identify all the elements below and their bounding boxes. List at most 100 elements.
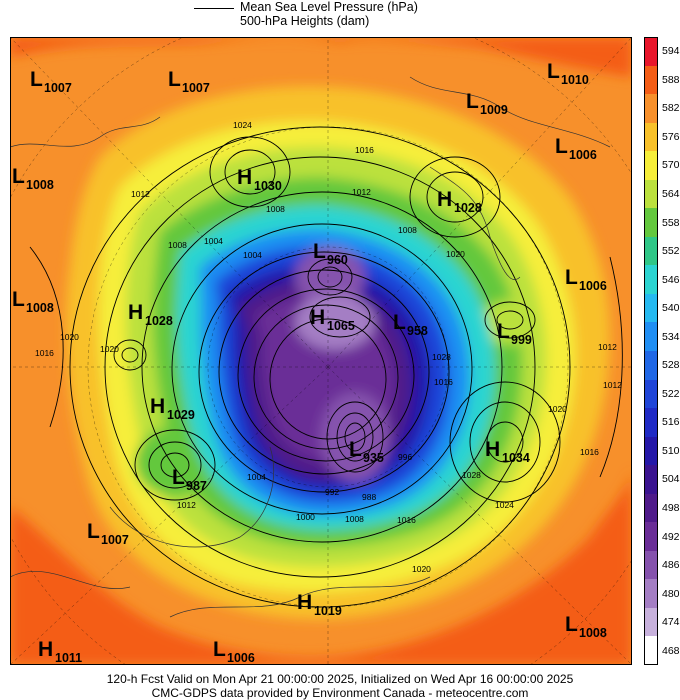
height-colorbar: 594 588 582 576 570 564 558 552 546 540 534 528 522 5… — [644, 37, 680, 665]
pressure-center-value: 1028 — [454, 201, 482, 215]
coastline — [429, 166, 521, 280]
low-pressure-center: L 1006 — [213, 638, 255, 665]
isobar-ring — [426, 171, 484, 223]
pressure-center-letter: H — [297, 591, 312, 614]
pressure-center-value: 987 — [186, 479, 207, 493]
pressure-center-letter: H — [485, 438, 500, 461]
low-pressure-center: L 1006 — [555, 135, 597, 162]
isobar-label: 1024 — [233, 120, 252, 130]
height-fill-588-south — [10, 467, 632, 665]
isobar-ring — [307, 258, 353, 296]
pressure-center-value: 1008 — [579, 626, 607, 640]
isobar-ring — [29, 246, 64, 428]
colorbar-label: 504 — [662, 473, 680, 486]
meridian — [10, 37, 329, 368]
colorbar-swatch — [644, 408, 658, 437]
isobar-label: 1012 — [598, 342, 617, 352]
high-pressure-center: H 1011 — [38, 638, 82, 665]
isobar-label: 1016 — [355, 145, 374, 155]
isobar-label: 1020 — [412, 564, 431, 574]
colorbar-label: 558 — [662, 216, 680, 229]
pressure-center-letter: L — [313, 240, 326, 263]
colorbar-swatch — [644, 493, 658, 523]
weather-map: 1024 1016 1012 1012 1008 1008 1008 1004 1004 1020… — [10, 37, 632, 665]
data-credit-text: CMC-GDPS data provided by Environment Ca… — [151, 686, 529, 700]
isobar-label: 1000 — [296, 512, 315, 522]
high-pressure-center: H 1034 — [485, 438, 530, 465]
low-pressure-center: L 960 — [313, 240, 348, 267]
isobar-label: 1028 — [432, 352, 451, 362]
isobar-label: 1012 — [603, 380, 622, 390]
isobar-label: 1012 — [131, 189, 150, 199]
isobar-ring — [317, 266, 343, 288]
colorbar-label: 540 — [662, 302, 680, 315]
isobar-label: 1008 — [266, 204, 285, 214]
pressure-center-value: 935 — [363, 451, 384, 465]
colorbar-label: 516 — [662, 416, 680, 429]
pressure-center-value: 1008 — [26, 301, 54, 315]
colorbar-swatch — [644, 636, 658, 665]
pressure-center-letter: L — [213, 638, 226, 661]
ridge-1065-core — [295, 294, 375, 350]
isobar-label: 1020 — [548, 404, 567, 414]
isobar-ring — [484, 301, 536, 339]
colorbar-label: 522 — [662, 387, 680, 400]
colorbar-swatch — [644, 151, 658, 180]
colorbar-swatch — [644, 265, 658, 294]
low-999-fill — [480, 300, 540, 344]
colorbar-label: 588 — [662, 73, 680, 86]
colorbar-label: 576 — [662, 130, 680, 143]
pressure-center-letter: L — [565, 266, 578, 289]
high-pressure-center: H 1019 — [297, 591, 342, 618]
pressure-center-letter: H — [237, 166, 252, 189]
colorbar-label: 570 — [662, 159, 680, 172]
isobar-label: 1020 — [60, 332, 79, 342]
isobar-ring — [113, 339, 147, 371]
pressure-center-value: 958 — [407, 324, 428, 338]
pressure-center-value: 1008 — [26, 178, 54, 192]
high-pressure-center: H 1028 — [128, 301, 173, 328]
pressure-center-value: 1029 — [167, 408, 195, 422]
isobar-label: 1016 — [35, 348, 54, 358]
coastline — [10, 116, 161, 148]
pressure-center-value: 1009 — [480, 103, 508, 117]
isobar-label: 1004 — [247, 472, 266, 482]
coastline — [10, 571, 131, 589]
low-pressure-center: L 1008 — [12, 288, 54, 315]
isobar-ring — [326, 401, 384, 473]
pressure-center-letter: H — [150, 395, 165, 418]
isobar-label: 1008 — [398, 225, 417, 235]
colorbar-swatch — [644, 122, 658, 152]
low-935-core — [320, 392, 390, 482]
colorbar-swatch — [644, 379, 658, 409]
pressure-center-letter: L — [466, 90, 479, 113]
colorbar-label: 582 — [662, 102, 680, 115]
isobar-ring — [344, 422, 366, 452]
isobar-label: 1004 — [243, 250, 262, 260]
low-pressure-center: L 1008 — [565, 613, 607, 640]
colorbar-swatch — [644, 236, 658, 266]
map-legend: Mean Sea Level Pressure (hPa) 500-hPa He… — [190, 0, 490, 32]
colorbar-swatch — [644, 179, 658, 209]
isobar-line-sample — [194, 8, 234, 9]
pressure-center-letter: H — [38, 638, 53, 661]
pressure-center-letter: L — [168, 68, 181, 91]
isobar-ring — [148, 441, 202, 489]
low-pressure-center: L 987 — [172, 466, 207, 493]
isobar-label: 996 — [398, 452, 412, 462]
isobar-label: 1024 — [495, 500, 514, 510]
coastline — [409, 76, 611, 148]
colorbar-label: 564 — [662, 188, 680, 200]
isobar-ring — [599, 256, 623, 478]
pressure-center-letter: H — [437, 188, 452, 211]
isobar-label: 1016 — [434, 377, 453, 387]
coastline — [169, 576, 431, 618]
meridian — [10, 366, 329, 665]
pressure-center-value: 1028 — [145, 314, 173, 328]
low-pressure-center: L 1009 — [466, 90, 508, 117]
pressure-center-letter: H — [310, 306, 325, 329]
pressure-center-letter: L — [565, 613, 578, 636]
map-frame — [10, 37, 632, 665]
pressure-center-value: 999 — [511, 333, 532, 347]
isobar-label: 1016 — [580, 447, 599, 457]
